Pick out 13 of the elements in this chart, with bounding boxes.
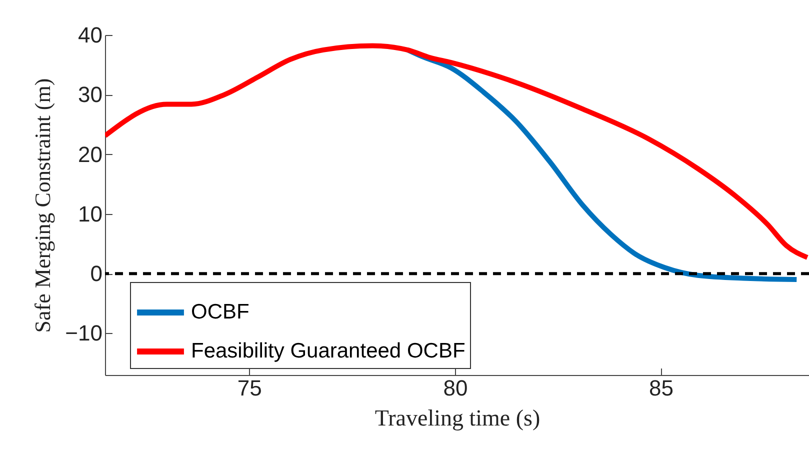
y-tick-label: 30 (78, 82, 102, 108)
legend-label: OCBF (191, 300, 250, 324)
x-tick-label: 85 (649, 376, 674, 400)
y-tick-label: 10 (78, 201, 102, 226)
legend-label: Feasibility Guaranteed OCBF (191, 340, 466, 362)
x-axis-title: Traveling time (s) (374, 406, 540, 430)
x-tick-label: 80 (443, 376, 468, 400)
x-tick-label: 75 (237, 376, 262, 400)
y-tick-label: 20 (78, 142, 102, 167)
y-tick-label: −10 (65, 320, 102, 346)
y-axis-title: Safe Merging Constraint (m) (30, 78, 56, 333)
y-tick-label: 40 (78, 22, 102, 48)
y-tick-label: 0 (90, 261, 102, 286)
